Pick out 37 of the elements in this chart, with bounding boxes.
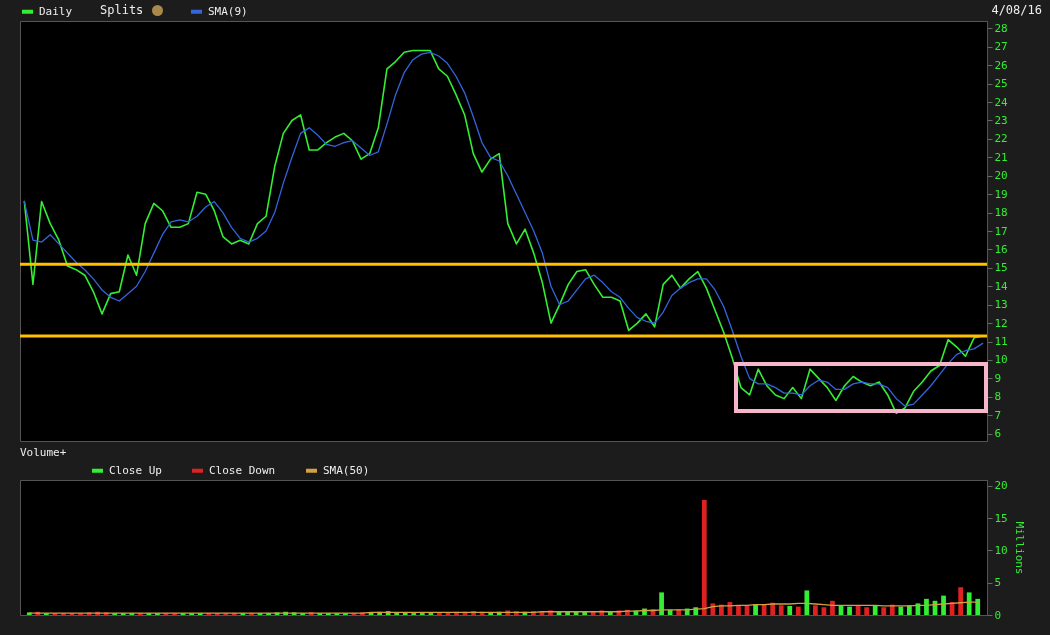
y-tick-label: 7 bbox=[994, 408, 1002, 422]
y-tick-label: 11 bbox=[994, 335, 1008, 349]
y-tick-label: 5 bbox=[994, 576, 1002, 590]
y-tick-label: 9 bbox=[994, 371, 1002, 385]
y-tick-label: 19 bbox=[994, 187, 1008, 201]
y-tick-label: 25 bbox=[994, 77, 1008, 91]
y-tick-label: 28 bbox=[994, 21, 1008, 35]
chart-title: Volume+ bbox=[20, 446, 67, 459]
y-tick-label: 15 bbox=[994, 511, 1008, 525]
text: Splits bbox=[100, 3, 144, 17]
y-tick-label: 27 bbox=[994, 40, 1008, 54]
y-tick-label: 12 bbox=[994, 316, 1008, 330]
y-tick-label: 20 bbox=[994, 479, 1008, 493]
y-tick-label: 14 bbox=[994, 279, 1009, 293]
y-tick-label: 22 bbox=[994, 132, 1008, 146]
legend-label: Close Down bbox=[209, 463, 276, 477]
text: 4/08/16 bbox=[991, 3, 1042, 17]
y-tick-label: 16 bbox=[994, 242, 1008, 256]
y-tick-label: 18 bbox=[994, 206, 1008, 220]
legend-label: SMA(9) bbox=[208, 4, 248, 18]
y-axis-title: Millions bbox=[1012, 521, 1026, 575]
y-tick-label: 20 bbox=[994, 169, 1008, 183]
y-tick-label: 24 bbox=[994, 95, 1009, 109]
y-tick-label: 17 bbox=[994, 224, 1008, 238]
legend-label: SMA(50) bbox=[323, 463, 370, 477]
y-tick-label: 15 bbox=[994, 261, 1008, 275]
y-tick-label: 6 bbox=[994, 427, 1002, 441]
y-tick-label: 8 bbox=[994, 390, 1002, 404]
y-tick-label: 10 bbox=[994, 543, 1008, 557]
legend-label: Close Up bbox=[109, 463, 162, 477]
y-tick-label: 23 bbox=[994, 113, 1008, 127]
y-tick-label: 13 bbox=[994, 298, 1008, 312]
legend-label: Daily bbox=[39, 4, 73, 18]
y-tick-label: 26 bbox=[994, 58, 1008, 72]
y-tick-label: 21 bbox=[994, 150, 1008, 164]
y-tick-label: 10 bbox=[994, 353, 1008, 367]
y-tick-label: 0 bbox=[994, 608, 1002, 622]
